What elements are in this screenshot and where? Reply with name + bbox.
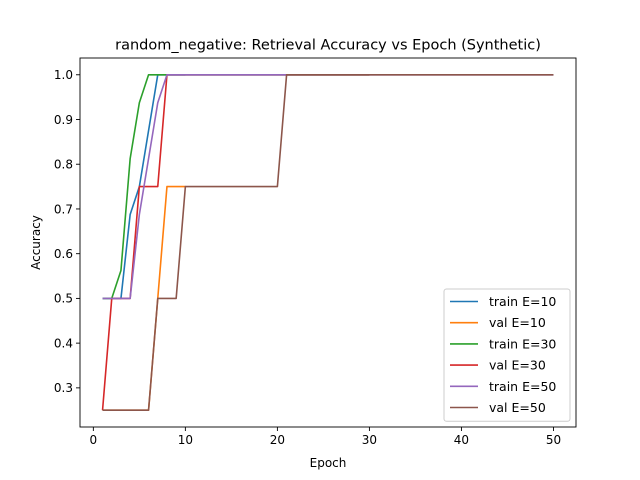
y-tick-label: 1.0 [54, 68, 73, 82]
legend-label: train E=50 [489, 379, 556, 394]
y-tick-label: 0.9 [54, 113, 73, 127]
x-tick-label: 10 [178, 433, 193, 447]
x-tick-label: 0 [90, 433, 98, 447]
series-layer [101, 73, 554, 412]
legend: train E=10 val E=10 train E=30 val E=30 trai… [443, 288, 571, 422]
x-tick-label: 30 [362, 433, 377, 447]
legend-label: val E=10 [489, 315, 546, 330]
legend-label: train E=10 [489, 294, 556, 309]
y-tick-label: 0.8 [54, 158, 73, 172]
legend-label: val E=50 [489, 400, 546, 415]
x-tick-label: 50 [546, 433, 561, 447]
series-line-6 [102, 73, 554, 412]
y-tick-label: 0.5 [54, 292, 73, 306]
x-axis-label: Epoch [310, 456, 347, 470]
y-tick-label: 0.7 [54, 202, 73, 216]
chart-title: random_negative: Retrieval Accuracy vs E… [115, 38, 541, 54]
legend-label: train E=30 [489, 336, 556, 351]
y-tick-label: 0.3 [54, 381, 73, 395]
y-tick-label: 0.6 [54, 247, 73, 261]
y-axis-label: Accuracy [29, 215, 43, 270]
y-axis: 0.3 0.4 0.5 0.6 0.7 0.8 0.9 1.0 [54, 68, 80, 395]
x-axis: 0 10 20 30 40 50 [90, 427, 561, 447]
y-tick-label: 0.4 [54, 336, 73, 350]
x-tick-label: 20 [270, 433, 285, 447]
legend-label: val E=30 [489, 358, 546, 373]
x-tick-label: 40 [454, 433, 469, 447]
plot-frame [79, 57, 577, 428]
